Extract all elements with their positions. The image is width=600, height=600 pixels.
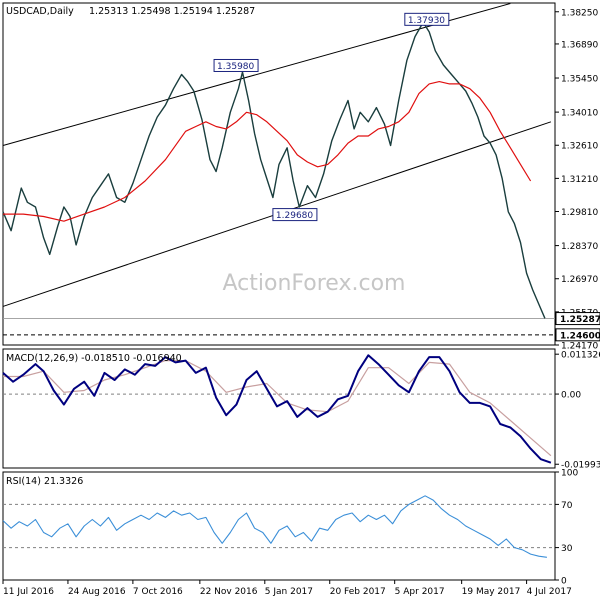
annotation-box-1 — [272, 208, 318, 222]
y-tick-label: 0.00 — [561, 391, 581, 401]
ohlc-values: 1.25313 1.25498 1.25194 1.25287 — [89, 6, 255, 17]
annotation-label: 1.37930 — [408, 16, 445, 26]
y-tick-label: 1.24170 — [561, 342, 598, 352]
chart-title: USDCAD,Daily — [6, 6, 74, 17]
y-tick-label: 1.35450 — [561, 75, 598, 85]
y-tick-label: 0 — [561, 577, 567, 587]
watermark-text: ActionForex.com — [223, 271, 406, 296]
macd-line — [2, 354, 552, 464]
x-tick-label: 7 Oct 2016 — [133, 587, 183, 597]
y-tick-label: 1.29810 — [561, 208, 598, 218]
y-tick-label: 70 — [561, 501, 573, 511]
panel-frame-2 — [2, 471, 556, 581]
y-tick-label: 1.36890 — [561, 40, 598, 50]
annotation-box-0 — [213, 58, 259, 72]
y-tick-label: 1.31210 — [561, 175, 598, 185]
support-level-box — [555, 328, 600, 342]
y-tick-label: -0.019931 — [561, 461, 600, 471]
x-tick-label: 11 Jul 2016 — [3, 587, 54, 597]
moving-average-line — [3, 81, 532, 222]
annotation-box-2 — [404, 12, 450, 26]
x-tick-label: 19 May 2017 — [462, 587, 521, 597]
y-tick-label: 0.011326 — [561, 351, 600, 361]
rsi-title: RSI(14) 21.3326 — [6, 476, 83, 487]
y-tick-label: 100 — [561, 469, 578, 479]
x-tick-label: 22 Nov 2016 — [200, 587, 258, 597]
x-tick-label: 20 Feb 2017 — [330, 587, 386, 597]
x-tick-label: 5 Apr 2017 — [395, 587, 445, 597]
x-tick-label: 4 Jul 2017 — [527, 587, 572, 597]
annotation-label: 1.29680 — [276, 211, 313, 221]
macd-title: MACD(12,26,9) -0.018510 -0.016940 — [6, 353, 182, 364]
y-tick-label: 1.32610 — [561, 142, 598, 152]
y-tick-label: 1.38250 — [561, 8, 598, 18]
annotation-label: 1.35980 — [217, 62, 254, 72]
level-label: 1.25287 — [560, 315, 600, 325]
panel-frame-1 — [2, 348, 556, 469]
y-tick-label: 1.28370 — [561, 242, 598, 252]
x-tick-label: 24 Aug 2016 — [68, 587, 126, 597]
rsi-line — [2, 495, 547, 558]
panel-frame-0 — [2, 2, 556, 346]
price-line — [2, 21, 546, 319]
y-tick-label: 1.34010 — [561, 109, 598, 119]
macd-signal-line — [3, 360, 552, 457]
current-price-box — [555, 312, 600, 326]
y-tick-label: 1.26970 — [561, 275, 598, 285]
y-tick-label: 30 — [561, 544, 573, 554]
level-label: 1.24600 — [560, 331, 600, 341]
x-tick-label: 5 Jan 2017 — [265, 587, 313, 597]
